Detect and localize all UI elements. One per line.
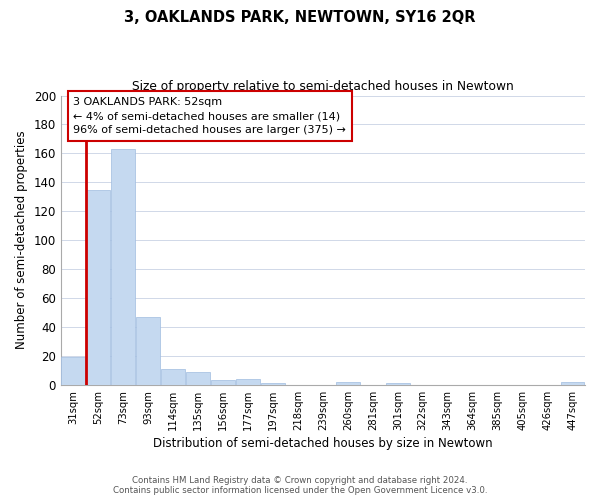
Bar xyxy=(386,384,410,385)
Bar xyxy=(61,358,85,385)
Y-axis label: Number of semi-detached properties: Number of semi-detached properties xyxy=(15,131,28,350)
Bar xyxy=(211,380,235,385)
Bar xyxy=(236,379,260,385)
Bar xyxy=(161,369,185,385)
Bar xyxy=(112,149,135,385)
Bar xyxy=(186,372,210,385)
Bar xyxy=(136,317,160,385)
Text: 3 OAKLANDS PARK: 52sqm
← 4% of semi-detached houses are smaller (14)
96% of semi: 3 OAKLANDS PARK: 52sqm ← 4% of semi-deta… xyxy=(73,97,346,135)
Bar xyxy=(261,384,285,385)
Text: 3, OAKLANDS PARK, NEWTOWN, SY16 2QR: 3, OAKLANDS PARK, NEWTOWN, SY16 2QR xyxy=(124,10,476,25)
Bar xyxy=(560,382,584,385)
Title: Size of property relative to semi-detached houses in Newtown: Size of property relative to semi-detach… xyxy=(132,80,514,93)
Bar xyxy=(336,382,360,385)
X-axis label: Distribution of semi-detached houses by size in Newtown: Distribution of semi-detached houses by … xyxy=(153,437,493,450)
Text: Contains HM Land Registry data © Crown copyright and database right 2024.
Contai: Contains HM Land Registry data © Crown c… xyxy=(113,476,487,495)
Bar xyxy=(86,190,110,385)
